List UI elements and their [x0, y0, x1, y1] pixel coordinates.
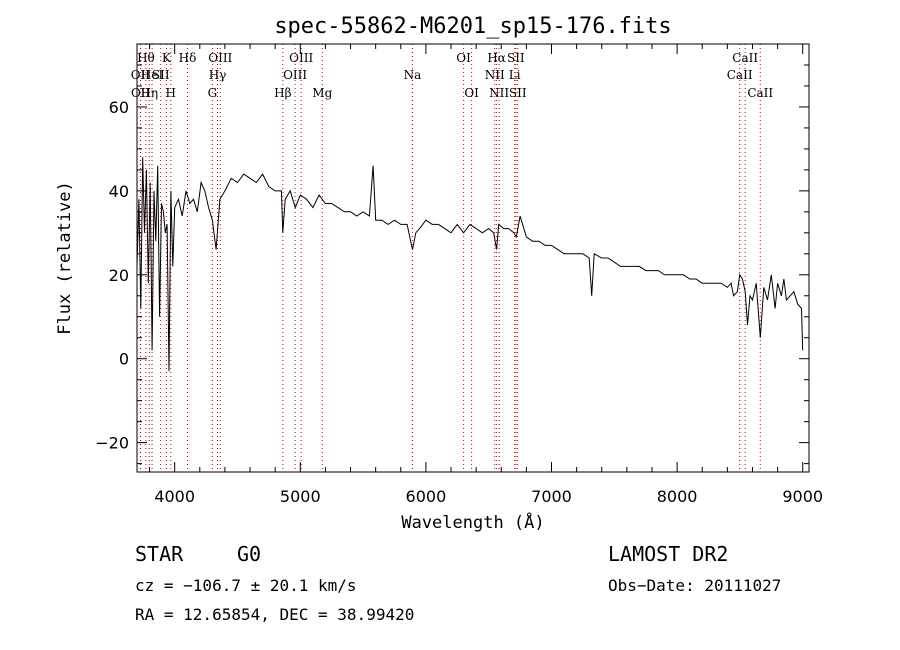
plot-frame: [136, 43, 810, 473]
line-marker-label-24: SII: [509, 86, 527, 100]
line-marker-label-17: OI: [456, 51, 471, 65]
line-markers: [139, 44, 761, 472]
chart-title: spec-55862-M6201_sp15-176.fits: [274, 14, 671, 39]
line-marker-label-0: OII: [131, 68, 151, 82]
line-marker-label-12: Hβ: [274, 86, 291, 100]
line-marker-label-16: Na: [404, 68, 422, 82]
line-marker-label-4: HeI: [141, 68, 164, 82]
line-marker-label-13: OIII: [283, 68, 307, 82]
object-class: STAR: [135, 542, 184, 566]
x-tick-label-7000: 7000: [531, 487, 572, 506]
y-axis-ticks: −20 0 20 40 60: [95, 43, 809, 465]
line-marker-label-15: Mg: [312, 86, 332, 100]
y-axis-label: Flux (relative): [55, 181, 75, 335]
x-tick-label-8000: 8000: [657, 487, 698, 506]
x-axis-ticks: 4000 5000 6000 7000 8000 9000: [149, 44, 823, 506]
line-marker-label-5: SII: [152, 68, 170, 82]
line-marker-label-18: OI: [464, 86, 479, 100]
line-marker-label-6: K: [162, 51, 172, 65]
x-tick-label-9000: 9000: [782, 487, 823, 506]
y-tick-label-20: 20: [109, 266, 129, 285]
y-tick-label-40: 40: [109, 182, 129, 201]
line-marker-label-14: OIII: [289, 51, 313, 65]
line-marker-label-10: Hγ: [209, 68, 227, 82]
line-marker-label-22: Li: [509, 68, 521, 82]
line-marker-label-1: OII: [131, 86, 151, 100]
line-marker-label-19: NII: [485, 68, 505, 82]
spectrum-line: [136, 157, 804, 372]
x-axis-label: Wavelength (Å): [401, 511, 544, 533]
line-marker-label-11: OIII: [208, 51, 232, 65]
y-tick-label-60: 60: [109, 98, 129, 117]
observation-date: Obs−Date: 20111027: [608, 576, 782, 595]
line-marker-label-27: CaII: [747, 86, 773, 100]
line-marker-label-20: Hα: [487, 51, 506, 65]
x-tick-label-5000: 5000: [280, 487, 321, 506]
line-marker-label-2: Hθ: [137, 51, 155, 65]
line-marker-labels: OIIOIIHθHηHeISIIKHHδGHγOIIIHβOIIIOIIIMgN…: [131, 51, 774, 100]
velocity-readout: cz = −106.7 ± 20.1 km/s: [135, 576, 357, 595]
line-marker-label-26: CaII: [732, 51, 758, 65]
y-tick-label-0: 0: [119, 350, 129, 369]
x-tick-label-6000: 6000: [406, 487, 447, 506]
line-marker-label-21: NII: [489, 86, 509, 100]
y-tick-label--20: −20: [95, 434, 129, 453]
line-marker-label-23: SII: [507, 51, 525, 65]
coordinates-readout: RA = 12.65854, DEC = 38.99420: [135, 605, 415, 624]
x-tick-label-4000: 4000: [154, 487, 195, 506]
line-marker-label-25: CaII: [727, 68, 753, 82]
line-marker-label-9: G: [208, 86, 218, 100]
object-subclass: G0: [237, 542, 262, 566]
line-marker-label-8: Hδ: [179, 51, 197, 65]
line-marker-label-3: Hη: [140, 86, 158, 100]
survey-name: LAMOST DR2: [608, 542, 729, 566]
line-marker-label-7: H: [166, 86, 176, 100]
